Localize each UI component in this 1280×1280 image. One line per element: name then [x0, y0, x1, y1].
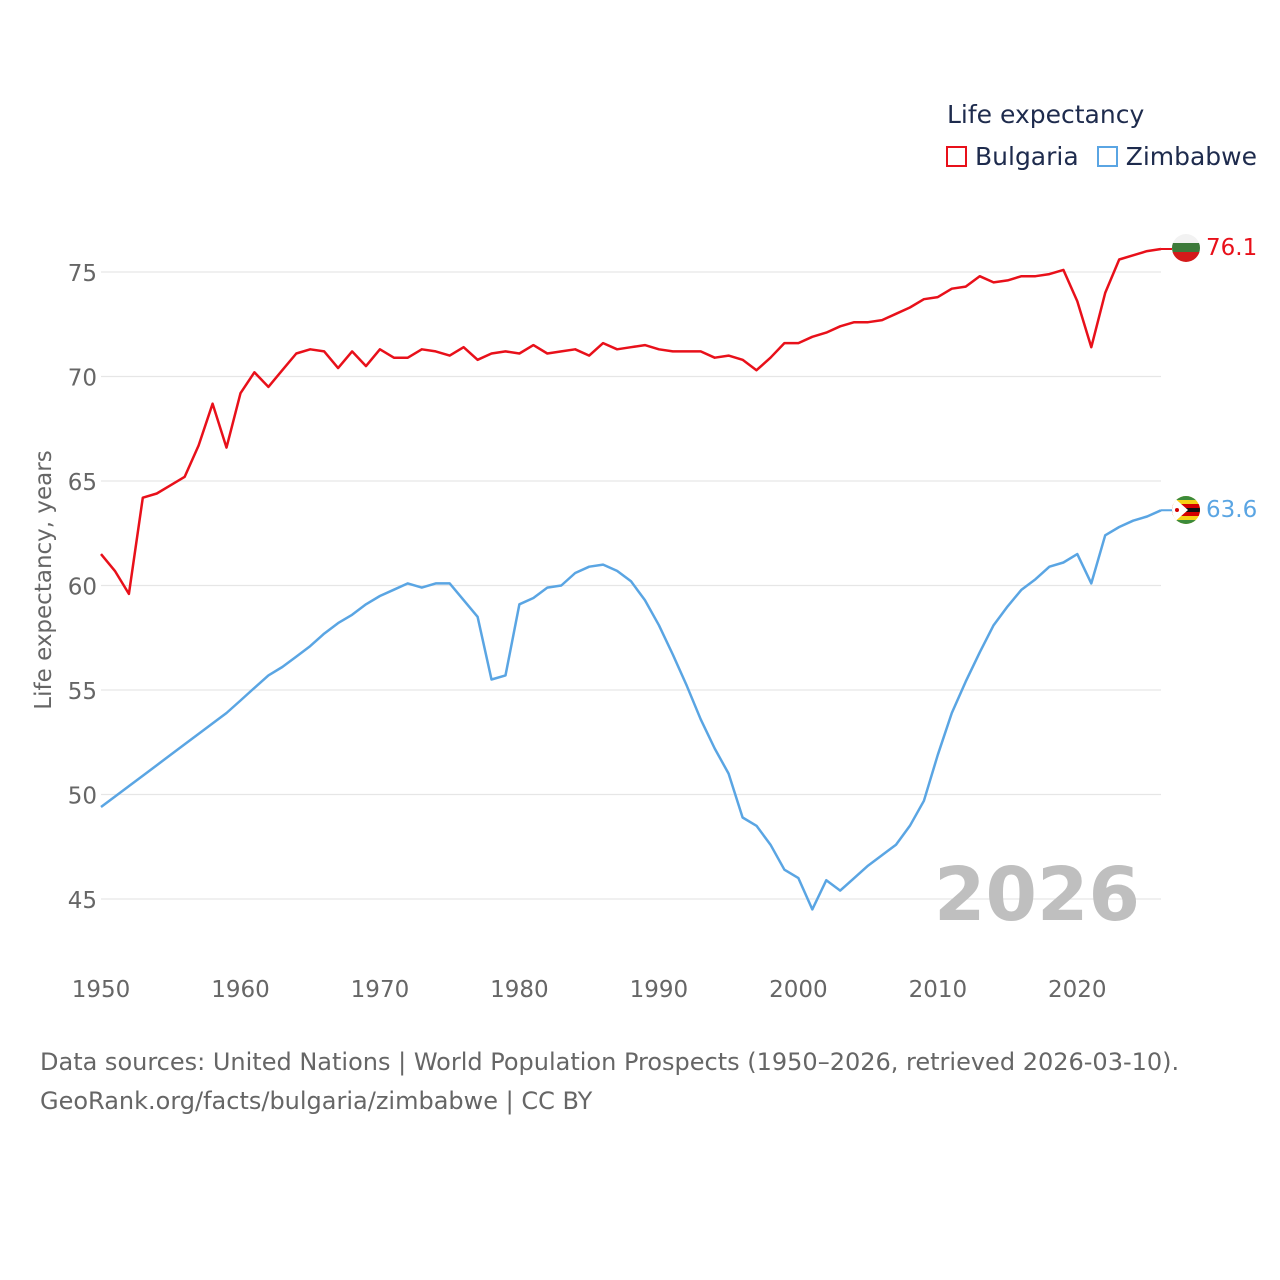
x-tick-label: 1990 [630, 977, 689, 1003]
y-tick-label: 75 [68, 261, 97, 287]
y-tick-label: 50 [68, 784, 97, 810]
x-tick-label: 1950 [72, 977, 131, 1003]
legend-label-bulgaria: Bulgaria [975, 142, 1079, 171]
gridlines [101, 271, 1161, 900]
series-line-bulgaria[interactable] [100, 247, 1162, 596]
y-axis-label: Life expectancy, years [31, 450, 57, 709]
x-axis-ticks: 1950 1960 1970 1980 1990 2000 2010 2020 [72, 977, 1107, 1003]
series-line-zimbabwe[interactable] [100, 509, 1162, 911]
x-tick-label: 2010 [909, 977, 968, 1003]
legend-title: Life expectancy [947, 100, 1145, 129]
year-label: 2026 [934, 852, 1140, 938]
y-tick-label: 45 [68, 888, 97, 914]
x-tick-label: 2020 [1048, 977, 1107, 1003]
zimbabwe-end-label: 63.6 [1206, 497, 1257, 523]
y-tick-label: 60 [68, 575, 97, 601]
legend-swatch-bulgaria [946, 146, 967, 167]
x-tick-label: 1980 [490, 977, 549, 1003]
y-tick-label: 55 [68, 679, 97, 705]
bulgaria-flag-icon [1172, 234, 1200, 262]
legend-label-zimbabwe: Zimbabwe [1125, 142, 1257, 171]
footer-attribution[interactable]: GeoRank.org/facts/bulgaria/zimbabwe | CC… [40, 1087, 593, 1115]
zimbabwe-flag-icon [1172, 496, 1200, 524]
bulgaria-end-label: 76.1 [1206, 235, 1257, 261]
x-tick-label: 1960 [211, 977, 270, 1003]
legend-item-bulgaria[interactable]: Bulgaria [946, 142, 1079, 171]
legend-swatch-zimbabwe [1096, 146, 1118, 167]
footer: Data sources: United Nations | World Pop… [40, 1043, 1179, 1121]
y-axis-ticks: 45 50 55 60 65 70 75 [68, 261, 97, 914]
x-tick-label: 1970 [351, 977, 410, 1003]
series-layer [100, 247, 1172, 911]
legend-item-zimbabwe[interactable]: Zimbabwe [1096, 142, 1257, 171]
footer-sources: Data sources: United Nations | World Pop… [40, 1048, 1180, 1076]
legend: Bulgaria Zimbabwe [946, 142, 1275, 171]
y-tick-label: 70 [68, 366, 97, 392]
x-tick-label: 2000 [769, 977, 828, 1003]
y-tick-label: 65 [68, 470, 97, 496]
